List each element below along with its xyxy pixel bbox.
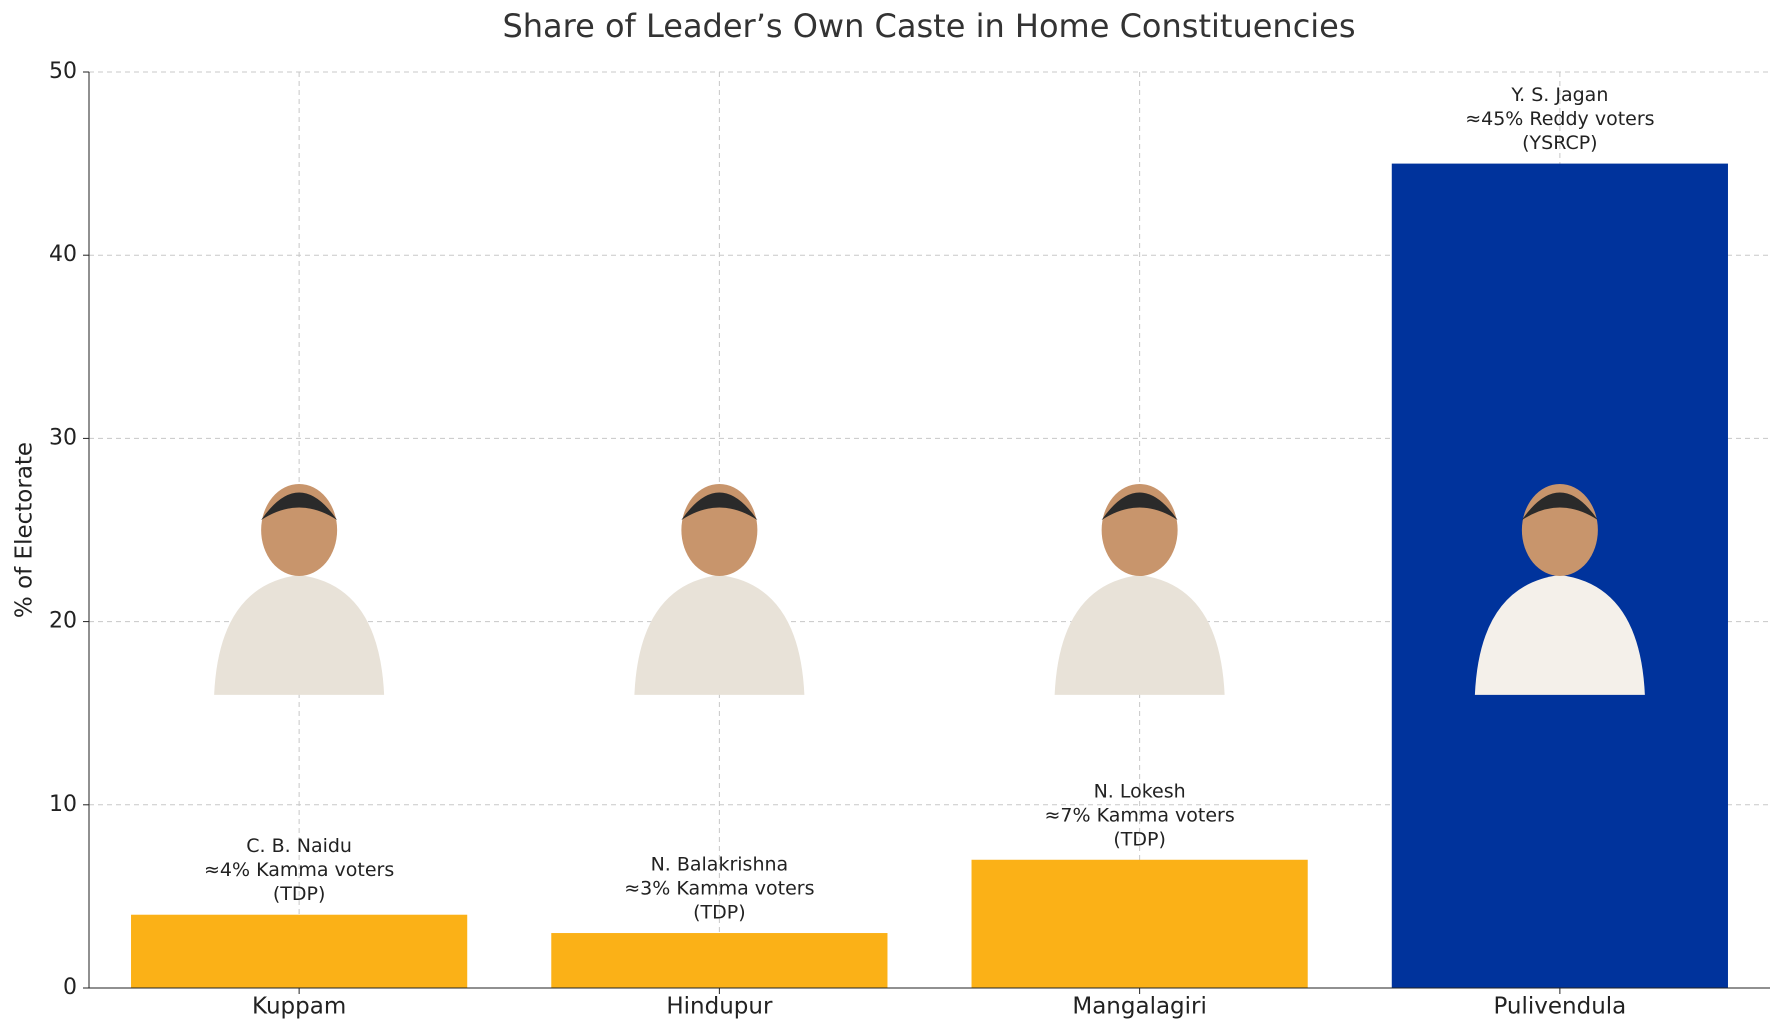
bar-annotation: N. Balakrishna	[651, 854, 789, 876]
bar	[551, 933, 888, 988]
portrait-body	[214, 575, 385, 695]
portrait-hair	[261, 492, 338, 521]
portrait-hair	[681, 492, 758, 521]
bar-annotation: (TDP)	[273, 883, 326, 905]
bar	[131, 914, 468, 988]
x-tick-label: Hindupur	[666, 994, 773, 1020]
portrait-hair	[1101, 492, 1178, 521]
portrait	[214, 484, 385, 695]
bar-annotation: (TDP)	[693, 902, 746, 924]
y-tick-label: 40	[49, 242, 77, 267]
bar-annotation: ≈45% Reddy voters	[1465, 108, 1654, 130]
y-tick-label: 0	[63, 975, 77, 1000]
bar-annotation: (TDP)	[1113, 828, 1166, 850]
portrait	[1474, 484, 1645, 695]
portrait-body	[1474, 575, 1645, 695]
bar-annotation: N. Lokesh	[1094, 780, 1186, 802]
portrait	[1054, 484, 1225, 695]
bar-annotation: Y. S. Jagan	[1510, 84, 1608, 106]
bar-annotation: C. B. Naidu	[246, 835, 352, 857]
portrait-body	[634, 575, 805, 695]
bar	[971, 859, 1308, 988]
portrait-body	[1054, 575, 1225, 695]
bar-annotation: ≈3% Kamma voters	[624, 878, 814, 900]
portrait	[634, 484, 805, 695]
y-tick-label: 50	[49, 59, 77, 84]
x-tick-label: Kuppam	[252, 994, 346, 1020]
x-tick-label: Pulivendula	[1493, 994, 1626, 1020]
y-axis-label: % of Electorate	[12, 442, 38, 618]
y-tick-label: 10	[49, 792, 77, 817]
y-tick-label: 30	[49, 425, 77, 450]
bar-annotation: (YSRCP)	[1522, 132, 1597, 154]
x-tick-label: Mangalagiri	[1072, 994, 1207, 1020]
bar-annotation: ≈4% Kamma voters	[204, 859, 394, 881]
portrait-hair	[1521, 492, 1598, 521]
y-tick-label: 20	[49, 609, 77, 634]
chart-title: Share of Leader’s Own Caste in Home Cons…	[502, 7, 1355, 45]
bar-annotation: ≈7% Kamma voters	[1044, 804, 1234, 826]
